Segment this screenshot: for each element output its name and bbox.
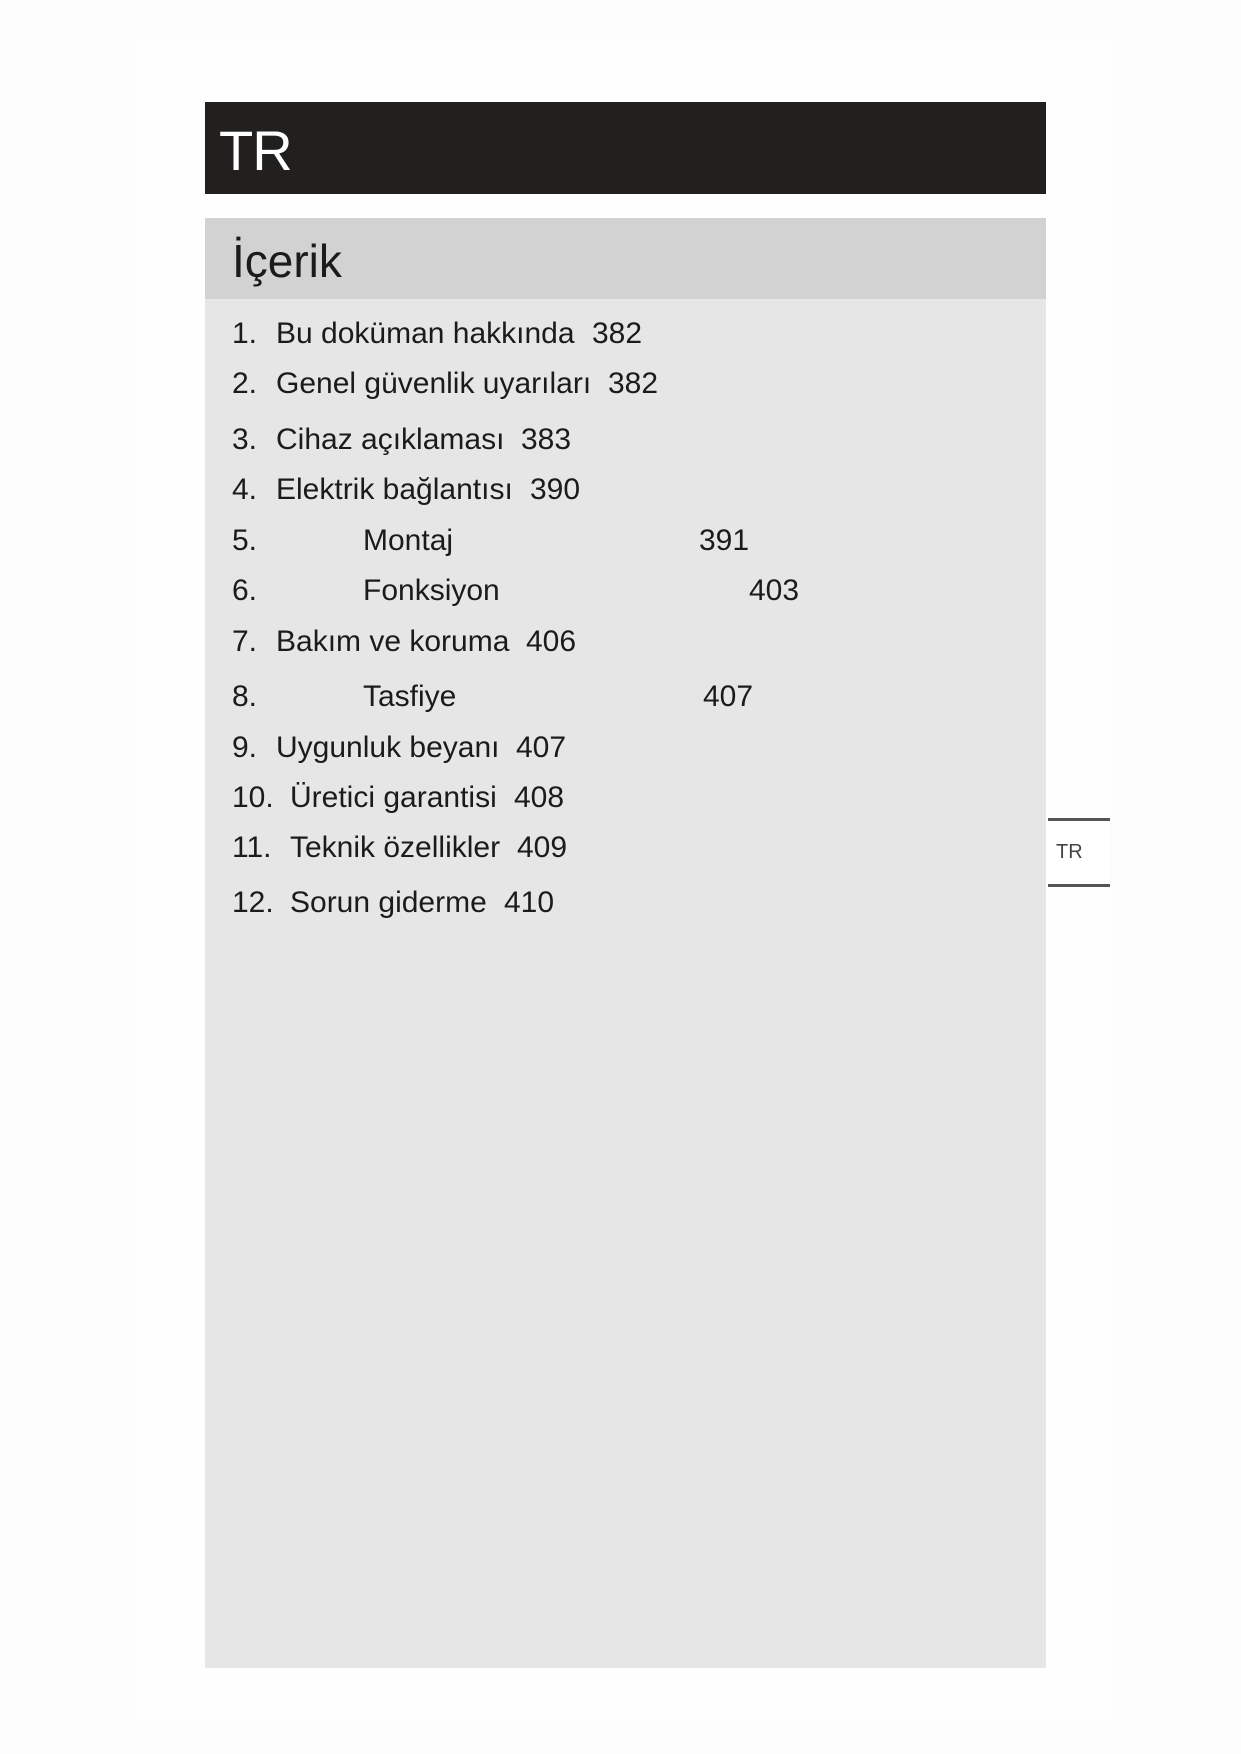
toc-item-label: Teknik özellikler: [290, 831, 501, 864]
toc-item-number: 5.: [232, 524, 258, 557]
toc-item-number: 6.: [232, 574, 258, 607]
toc-item-page: 407: [703, 680, 754, 713]
toc-item-page: 406: [526, 625, 577, 658]
toc-item-label: Tasfiye: [363, 680, 457, 713]
side-tab-label: TR: [1056, 841, 1083, 863]
toc-item-page: 382: [592, 317, 643, 350]
toc-item-number: 3.: [232, 423, 258, 456]
toc-item-label: Genel güvenlik uyarıları: [276, 367, 592, 400]
toc-item-page: 410: [504, 886, 555, 919]
toc-item-page: 409: [517, 831, 568, 864]
toc-item-number: 12.: [232, 886, 274, 919]
toc-item-label: Elektrik bağlantısı: [276, 473, 513, 506]
toc-item-number: 8.: [232, 680, 258, 713]
toc-item-number: 4.: [232, 473, 258, 506]
toc-item-number: 2.: [232, 367, 258, 400]
toc-item-label: Bakım ve koruma: [276, 625, 510, 658]
language-side-tab: TR: [1048, 818, 1110, 887]
toc-item-label: Montaj: [363, 524, 454, 557]
language-code: TR: [219, 119, 293, 182]
toc-item-label: Bu doküman hakkında: [276, 317, 575, 350]
language-header-bar: TR: [205, 102, 1046, 194]
toc-item-label: Üretici garantisi: [290, 781, 497, 814]
toc-item-page: 383: [521, 423, 572, 456]
toc-item-page: 391: [699, 524, 750, 557]
toc-item-label: Uygunluk beyanı: [276, 731, 500, 764]
toc-item-page: 390: [530, 473, 581, 506]
toc-item-page: 407: [516, 731, 567, 764]
toc-item-page: 408: [514, 781, 565, 814]
toc-item-number: 10.: [232, 781, 274, 814]
toc-item-label: Fonksiyon: [363, 574, 500, 607]
toc-item-label: Cihaz açıklaması: [276, 423, 505, 456]
toc-item-page: 403: [749, 574, 800, 607]
toc-item-number: 7.: [232, 625, 258, 658]
toc-item-label: Sorun giderme: [290, 886, 487, 919]
contents-header: İçerik: [205, 218, 1046, 299]
contents-title: İçerik: [232, 235, 342, 287]
toc-item-page: 382: [608, 367, 659, 400]
toc-item-number: 11.: [232, 831, 272, 864]
toc-item-number: 9.: [232, 731, 258, 764]
toc-item-number: 1.: [232, 317, 258, 350]
table-of-contents: İçerik 1. Bu doküman hakkında 382 2. Genel g…: [205, 218, 1046, 1668]
